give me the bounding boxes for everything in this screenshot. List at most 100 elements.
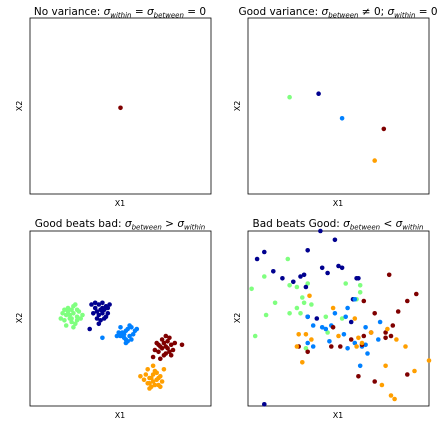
panel-no-variance: No variance: σwithin = σbetween = 0 X1 X… [15,6,212,208]
scatter-point-darkred-3 [156,349,161,355]
scatter-point-orange-1 [294,344,300,349]
scatter-point-green-15 [357,283,363,288]
scatter-point-navy-11 [96,312,102,318]
scatter-point-blue-3 [118,333,123,339]
scatter-point-blue-14 [114,333,120,339]
plot-area-bad-beats-good [247,230,430,407]
scatter-point-blue-0 [339,116,345,121]
scatter-point-green-5 [287,311,292,316]
scatter-point-orange-0 [372,158,378,163]
scatter-point-navy-5 [94,316,100,321]
scatter-point-green-10 [272,300,278,306]
scatter-point-orange-7 [385,326,390,332]
x-axis-label-good-beats-bad: X1 [115,411,126,420]
scatter-point-navy-17 [87,326,92,332]
scatter-point-darkred-16 [330,325,336,330]
scatter-point-navy-5 [305,248,311,253]
scatter-point-green-0 [63,312,69,318]
scatter-point-darkred-8 [356,374,361,379]
scatter-point-blue-16 [134,326,140,332]
scatter-point-orange-16 [368,330,374,335]
panel-title-no-variance: No variance: σwithin = σbetween = 0 [34,6,206,20]
scatter-point-blue-12 [118,325,123,330]
scatter-point-navy-3 [291,279,296,285]
scatter-point-blue-1 [323,326,329,332]
scatter-point-navy-0 [92,305,98,311]
x-axis-label-good-variance: X1 [333,199,344,208]
scatter-point-darkred-7 [395,309,401,314]
scatter-point-green-13 [78,316,83,321]
y-axis-label-good-beats-bad: X2 [15,313,24,324]
scatter-point-navy-13 [319,265,325,271]
scatter-point-green-19 [262,274,267,279]
scatter-point-navy-21 [105,305,111,311]
scatter-point-blue-8 [352,297,358,302]
scatter-point-green-14 [301,300,307,306]
scatter-point-blue-19 [357,363,363,369]
scatter-point-navy-4 [301,272,307,278]
scatter-point-blue-7 [116,330,121,335]
scatter-point-green-14 [67,312,73,318]
scatter-point-blue-2 [127,333,132,339]
scatter-point-darkred-17 [168,353,174,358]
scatter-point-green-16 [303,346,309,351]
scatter-point-green-11 [285,256,291,262]
scatter-point-darkred-10 [161,353,167,358]
scatter-point-darkred-22 [163,344,169,349]
scatter-point-darkred-18 [159,346,165,351]
scatter-point-blue-14 [305,340,311,346]
scatter-point-darkred-9 [170,347,176,353]
scatter-point-blue-21 [363,325,368,330]
scatter-point-orange-18 [330,305,336,311]
points-good-variance [287,91,387,163]
panel-good-beats-bad: Good beats bad: σbetween > σwithin X1 X2 [15,218,212,420]
scatter-point-green-1 [287,283,292,288]
scatter-point-orange-17 [303,332,309,337]
scatter-point-darkred-13 [372,379,378,384]
scatter-point-orange-21 [156,375,161,381]
scatter-point-orange-10 [392,396,397,402]
scatter-point-darkred-5 [159,337,165,342]
scatter-point-blue-15 [121,332,127,337]
scatter-point-orange-1 [150,372,156,377]
scatter-point-navy-0 [254,256,260,262]
scatter-point-darkred-12 [152,347,158,353]
scatter-point-darkred-14 [179,342,185,348]
panel-title-good-beats-bad: Good beats bad: σbetween > σwithin [35,218,205,232]
scatter-point-orange-13 [356,335,361,341]
scatter-point-green-23 [74,307,80,313]
scatter-point-navy-13 [92,300,98,306]
scatter-point-blue-6 [130,332,136,337]
scatter-point-green-4 [263,312,269,318]
scatter-point-blue-17 [376,337,381,342]
scatter-point-green-0 [287,94,292,100]
scatter-point-orange-5 [383,363,388,369]
scatter-point-green-17 [65,309,71,314]
scatter-point-green-16 [74,318,80,323]
scatter-point-darkred-14 [305,349,311,355]
scatter-point-blue-11 [377,319,383,325]
scatter-point-darkred-11 [172,340,178,346]
scatter-point-darkred-4 [390,323,396,328]
panel-title-good-variance: Good variance: σbetween ≠ 0; σwithin = 0 [238,6,437,20]
scatter-point-blue-18 [100,335,105,341]
scatter-point-darkred-9 [361,333,367,339]
scatter-point-navy-15 [98,318,103,323]
scatter-point-green-8 [60,311,65,316]
scatter-point-green-20 [73,302,78,307]
scatter-point-navy-12 [107,302,112,307]
panel-bad-beats-good: Bad beats Good: σbetween < σwithin X1 X2 [233,218,432,420]
scatter-point-orange-20 [403,344,408,349]
scatter-point-darkred-1 [161,340,167,346]
plot-area-good-beats-bad [29,230,212,407]
scatter-point-orange-19 [307,293,312,299]
scatter-point-navy-6 [100,300,105,306]
points-bad-beats-good [249,228,432,407]
scatter-point-darkred-4 [168,342,174,348]
scatter-point-orange-0 [300,360,305,365]
scatter-point-darkred-19 [150,354,156,360]
scatter-point-green-9 [323,314,329,320]
scatter-point-blue-13 [345,305,350,311]
scatter-point-green-15 [58,316,64,321]
scatter-point-darkred-13 [165,339,170,344]
